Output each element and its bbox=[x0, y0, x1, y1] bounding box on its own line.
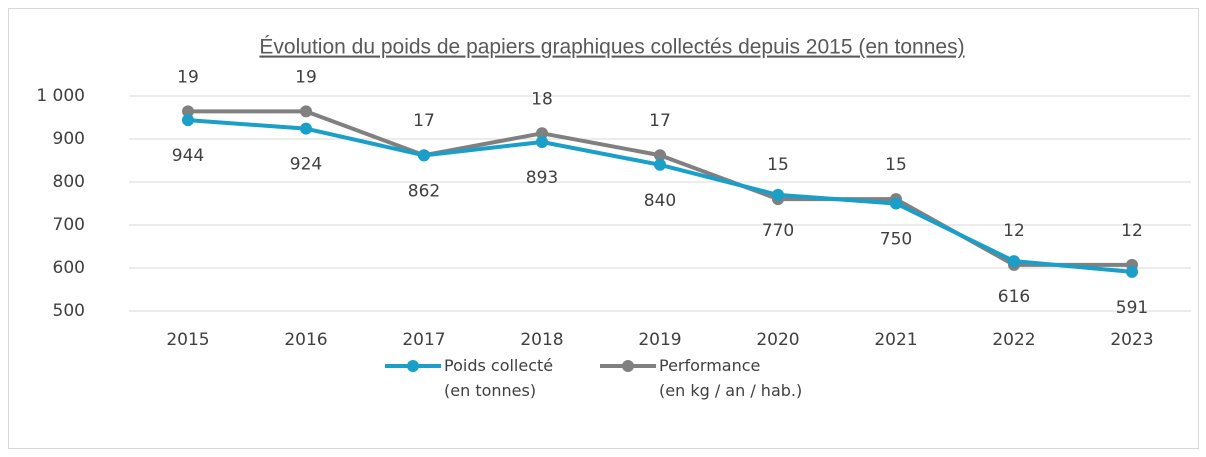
data-label: 616 bbox=[998, 287, 1030, 307]
data-label: 862 bbox=[408, 181, 440, 201]
point bbox=[1008, 255, 1020, 268]
x-tick-label: 2023 bbox=[1110, 330, 1153, 350]
data-label: 19 bbox=[177, 67, 199, 87]
point bbox=[536, 127, 548, 140]
point bbox=[300, 122, 312, 135]
point bbox=[300, 105, 312, 118]
point bbox=[536, 136, 548, 149]
data-label: 591 bbox=[1116, 298, 1148, 318]
chart-title: Évolution du poids de papiers graphiques… bbox=[259, 36, 964, 59]
data-label: 840 bbox=[644, 191, 676, 211]
legend-marker bbox=[407, 360, 419, 372]
point bbox=[654, 149, 666, 162]
data-label: 750 bbox=[880, 230, 912, 250]
data-label: 17 bbox=[413, 111, 435, 131]
x-tick-label: 2022 bbox=[992, 330, 1035, 350]
x-tick-label: 2015 bbox=[166, 330, 209, 350]
point bbox=[1126, 265, 1138, 278]
legend-marker bbox=[622, 360, 634, 372]
y-tick-label: 1 000 bbox=[36, 86, 85, 106]
data-label: 944 bbox=[172, 146, 204, 166]
point bbox=[182, 114, 194, 127]
point bbox=[654, 158, 666, 171]
point bbox=[182, 105, 194, 118]
data-label: 12 bbox=[1003, 221, 1025, 241]
x-tick-label: 2021 bbox=[874, 330, 917, 350]
x-tick-label: 2020 bbox=[756, 330, 799, 350]
x-tick-label: 2017 bbox=[402, 330, 445, 350]
chart-border bbox=[8, 8, 1199, 449]
x-tick-label: 2016 bbox=[284, 330, 327, 350]
data-label: 893 bbox=[526, 168, 558, 188]
legend-label: Performance (en kg / an / hab.) bbox=[659, 356, 803, 400]
data-label: 19 bbox=[295, 67, 317, 87]
data-label: 17 bbox=[649, 111, 671, 131]
y-tick-label: 500 bbox=[53, 301, 85, 321]
data-label: 924 bbox=[290, 155, 322, 175]
data-label: 18 bbox=[531, 89, 553, 109]
point bbox=[890, 197, 902, 210]
point bbox=[772, 188, 784, 201]
y-tick-label: 600 bbox=[53, 258, 85, 278]
point bbox=[418, 149, 430, 162]
data-label: 15 bbox=[767, 155, 789, 175]
data-label: 12 bbox=[1121, 221, 1143, 241]
x-tick-label: 2019 bbox=[638, 330, 681, 350]
data-label: 770 bbox=[762, 221, 794, 241]
legend-label: Poids collecté (en tonnes) bbox=[444, 356, 554, 400]
x-tick-label: 2018 bbox=[520, 330, 563, 350]
y-tick-label: 700 bbox=[53, 215, 85, 235]
y-tick-label: 900 bbox=[53, 129, 85, 149]
y-tick-label: 800 bbox=[53, 172, 85, 192]
data-label: 15 bbox=[885, 155, 907, 175]
